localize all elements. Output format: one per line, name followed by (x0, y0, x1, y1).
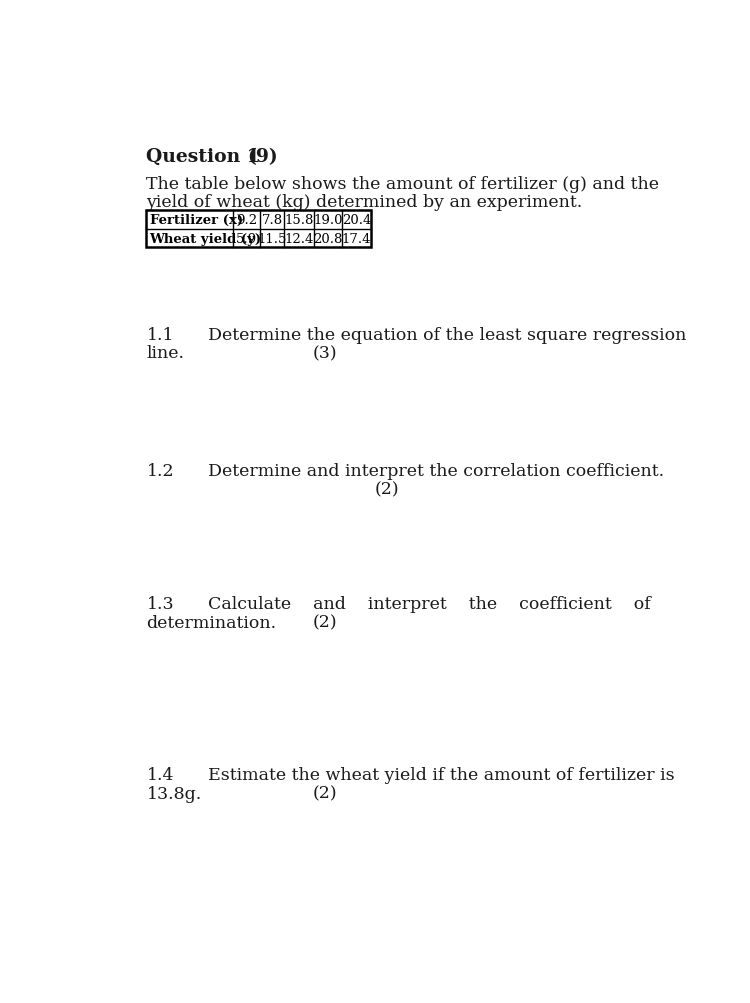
Text: 1.3: 1.3 (146, 596, 174, 613)
Text: (2): (2) (313, 785, 337, 802)
Text: determination.: determination. (146, 614, 277, 631)
Bar (146, 211, 371, 248)
Text: Determine the equation of the least square regression: Determine the equation of the least squa… (209, 327, 687, 343)
Text: yield of wheat (kg) determined by an experiment.: yield of wheat (kg) determined by an exp… (146, 195, 583, 212)
Text: Fertilizer (x): Fertilizer (x) (149, 214, 243, 227)
Text: 7.8: 7.8 (262, 214, 283, 227)
Text: Determine and interpret the correlation coefficient.: Determine and interpret the correlation … (209, 462, 664, 479)
Text: (3): (3) (313, 345, 337, 362)
Text: 20.4: 20.4 (342, 214, 371, 227)
Text: 1.4: 1.4 (146, 766, 174, 783)
Text: (2): (2) (374, 481, 399, 498)
Text: Calculate    and    interpret    the    coefficient    of: Calculate and interpret the coefficient … (209, 596, 651, 613)
Text: The table below shows the amount of fertilizer (g) and the: The table below shows the amount of fert… (146, 176, 659, 193)
Text: Estimate the wheat yield if the amount of fertilizer is: Estimate the wheat yield if the amount o… (209, 766, 675, 783)
Text: 20.8: 20.8 (313, 233, 343, 246)
Text: 19.0: 19.0 (313, 214, 343, 227)
Text: 5.9: 5.9 (236, 233, 257, 246)
Text: 15.8: 15.8 (284, 214, 314, 227)
Text: 12.4: 12.4 (284, 233, 314, 246)
Text: 11.5: 11.5 (257, 233, 286, 246)
Text: 17.4: 17.4 (342, 233, 371, 246)
Text: 9.2: 9.2 (236, 214, 257, 227)
Text: 1.2: 1.2 (146, 462, 174, 479)
Text: 13.8g.: 13.8g. (146, 785, 202, 802)
Text: (2): (2) (313, 614, 337, 631)
Text: line.: line. (146, 345, 184, 362)
Text: 1.1: 1.1 (146, 327, 174, 343)
Text: Question 1: Question 1 (146, 148, 260, 166)
Text: (9): (9) (248, 148, 278, 166)
Text: Wheat yield (y): Wheat yield (y) (149, 233, 262, 246)
